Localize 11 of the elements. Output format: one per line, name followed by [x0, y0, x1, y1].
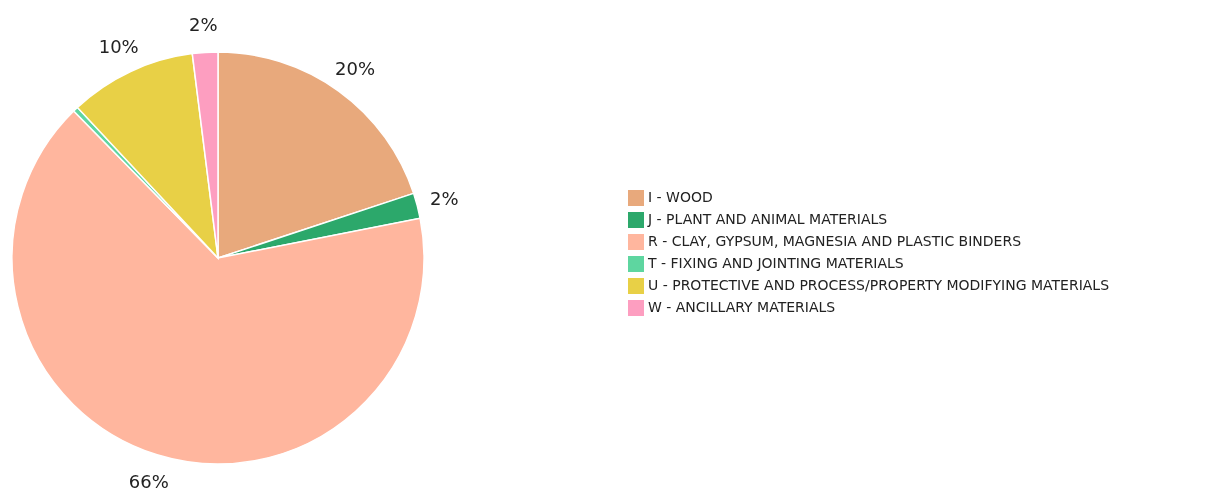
- data-label: 66%: [128, 471, 169, 493]
- legend-label: T - FIXING AND JOINTING MATERIALS: [648, 255, 904, 271]
- legend-label: I - WOOD: [648, 189, 713, 205]
- data-label: 2%: [189, 13, 218, 35]
- legend-label: W - ANCILLARY MATERIALS: [648, 299, 836, 315]
- data-label: 20%: [335, 57, 376, 79]
- legend-label: R - CLAY, GYPSUM, MAGNESIA AND PLASTIC BINDERS: [648, 233, 1022, 249]
- legend-label: J - PLANT AND ANIMAL MATERIALS: [648, 211, 888, 227]
- legend-label: U - PROTECTIVE AND PROCESS/PROPERTY MODIFYING MATERIALS: [648, 277, 1110, 293]
- data-label: 10%: [98, 35, 139, 57]
- data-label: 2%: [430, 188, 459, 210]
